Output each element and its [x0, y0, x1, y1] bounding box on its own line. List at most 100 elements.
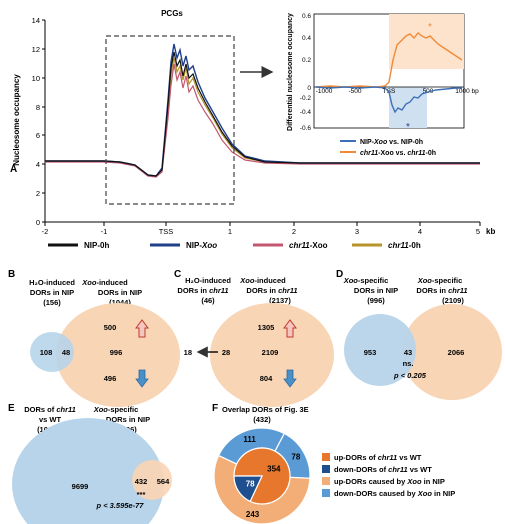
- panel-e-circle-left: [12, 418, 164, 524]
- inset-legend-1: NIP-Xoo vs. NIP-0h: [360, 139, 423, 146]
- inset-star-blue: *: [406, 122, 410, 133]
- panel-d-left-title: Xoo: [343, 276, 359, 285]
- panel-a-y-tick-label: 0: [36, 218, 40, 227]
- pie-inner-slice-78-label: 78: [246, 480, 255, 489]
- panel-b-right-only: 996: [110, 348, 123, 357]
- panel-b-left-title: H₂O-induced: [29, 278, 75, 287]
- panel-a-x-tick-label: -1: [101, 227, 108, 236]
- inset-y-tick-label: 0.6: [302, 13, 311, 20]
- panel-a-label: A: [10, 164, 17, 175]
- panel-f-pie: 111 78 243 354 78: [213, 427, 311, 524]
- panel-b: B H₂O-induced DORs in NIP (156) Xoo-induce…: [8, 269, 180, 407]
- inset-y-tick-label: -0.6: [300, 125, 312, 132]
- panel-a-x-tick-label: 1: [228, 227, 232, 236]
- pie-outer-slice-243-label: 243: [246, 510, 260, 519]
- panel-a-legend: NIP-0h NIP-Xoo chr11-Xoo chr11-0h: [48, 241, 421, 250]
- panel-b-circle-left: [30, 332, 74, 372]
- up-arrow-icon: [135, 319, 149, 338]
- legend-down-dors-chr11: down-DORs of chr11 vs WT: [334, 465, 432, 474]
- panel-d-left-only: 953: [364, 348, 377, 357]
- panel-e-left-title: DORs of: [24, 405, 56, 414]
- panel-f-legend: up-DORs of chr11 vs WT down-DORs of chr1…: [322, 453, 455, 498]
- down-arrow-icon: [283, 369, 297, 388]
- panel-b-up: 500: [104, 323, 117, 332]
- panel-a-y-ticks: 14 12 10 8 6 4 2 0: [32, 16, 45, 227]
- panel-f-label: F: [212, 403, 218, 414]
- panel-d-overlap: 43: [404, 348, 412, 357]
- inset-star-orange: *: [428, 22, 432, 33]
- panel-e-label: E: [8, 403, 15, 414]
- panel-e-circle-right: [132, 460, 172, 500]
- panel-a-title: PCGs: [161, 9, 183, 18]
- panel-c-circle-right: [210, 303, 334, 407]
- panel-d-pval: p < 0.205: [393, 371, 427, 380]
- panel-a-x-tick-label: 4: [418, 227, 422, 236]
- inset-y-tick-label: 0.4: [302, 35, 311, 42]
- legend-down-dors-xoo: down-DORs caused by Xoo in NIP: [334, 489, 455, 498]
- pie-outer-slice-111-label: 111: [243, 435, 256, 444]
- panel-b-label: B: [8, 269, 15, 280]
- panel-d-right-title: Xoo: [417, 276, 433, 285]
- inset-x-tick-label: 1000 bp: [455, 88, 479, 95]
- panel-a: A PCGs 14 12 10 8 6 4 2 0 Nucleosome occ…: [10, 9, 495, 250]
- inset-y-tick-label: -0.2: [300, 95, 312, 102]
- panel-c-up: 1305: [258, 323, 275, 332]
- pie-inner-slice-354-label: 354: [267, 464, 281, 473]
- panel-d: D Xoo-specific DORs in NIP (996) Xoo-speci…: [336, 269, 502, 400]
- panel-c-right-title: Xoo: [239, 276, 255, 285]
- panel-a-x-tick-label: 3: [355, 227, 359, 236]
- panel-c-left-only: 18: [184, 348, 192, 357]
- panel-f: F Overlap DORs of Fig. 3E (432) 111 78 243…: [212, 403, 455, 524]
- inset-shade-orange: [389, 14, 464, 69]
- panel-a-x-tick-label: TSS: [159, 227, 174, 236]
- panel-b-down: 496: [104, 374, 117, 383]
- inset-y-tick-label: 0.2: [302, 57, 311, 64]
- pie-inner-slice-78: [233, 475, 263, 503]
- panel-a-y-tick-label: 4: [36, 160, 40, 169]
- legend-nip-0h: NIP-0h: [84, 241, 109, 250]
- panel-b-overlap: 48: [62, 348, 70, 357]
- legend-swatch: [322, 453, 330, 461]
- legend-chr11-xoo: chr11-Xoo: [289, 241, 328, 250]
- panel-e-pval: p < 3.595e-77: [96, 501, 145, 510]
- panel-f-total: (432): [253, 415, 271, 424]
- panel-a-x-tick-label: -2: [42, 227, 49, 236]
- panel-b-right-title: Xoo: [81, 278, 97, 287]
- panel-a-y-tick-label: 12: [32, 45, 40, 54]
- legend-swatch: [322, 477, 330, 485]
- panel-c: C H₂O-induced DORs in chr11 (46) Xoo-induc…: [174, 269, 334, 407]
- inset-y-tick-label: 0: [307, 85, 311, 92]
- pie-outer-slice-78-label: 78: [291, 453, 300, 462]
- panel-c-overlap: 28: [222, 348, 230, 357]
- panel-d-circle-right: [402, 304, 502, 400]
- panel-c-label: C: [174, 269, 181, 280]
- inset-x-tick-label: -500: [348, 88, 361, 95]
- panel-a-x-tick-label: 2: [292, 227, 296, 236]
- panel-d-ns: ns.: [403, 359, 414, 368]
- panel-a-y-tick-label: 6: [36, 131, 40, 140]
- panel-a-x-tick-label: 5: [476, 227, 480, 236]
- curve-nip-0h: [45, 51, 480, 177]
- panel-a-y-tick-label: 14: [32, 16, 40, 25]
- panel-c-right-only: 2109: [262, 348, 279, 357]
- up-arrow-icon: [283, 319, 297, 338]
- legend-swatch: [322, 465, 330, 473]
- panel-b-circle-right: [56, 303, 180, 407]
- panel-e-sig: ***: [137, 490, 146, 499]
- panel-c-down: 804: [260, 374, 273, 383]
- inset-curve-blue: [315, 86, 462, 114]
- panel-a-y-tick-label: 8: [36, 103, 40, 112]
- panel-d-right-only: 2066: [448, 348, 465, 357]
- panel-c-left-title: H₂O-induced: [185, 276, 231, 285]
- panel-a-y-label: Nucleosome occupancy: [12, 74, 21, 166]
- panel-e-overlap: 432: [135, 477, 148, 486]
- panel-e-right-only: 564: [157, 477, 170, 486]
- inset-y-tick-label: -0.4: [300, 109, 312, 116]
- panel-e-right-title: Xoo: [93, 405, 109, 414]
- down-arrow-icon: [135, 369, 149, 388]
